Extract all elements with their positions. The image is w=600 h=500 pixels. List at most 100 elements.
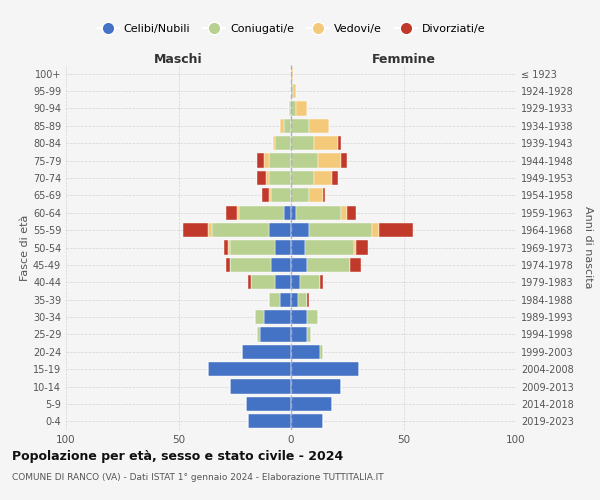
Bar	[275, 240, 291, 254]
Bar	[251, 275, 275, 289]
Bar	[273, 136, 275, 150]
Bar	[291, 118, 309, 133]
Bar	[372, 223, 379, 237]
Bar	[291, 102, 296, 116]
Bar	[291, 414, 323, 428]
Bar	[291, 310, 307, 324]
Text: Popolazione per età, sesso e stato civile - 2024: Popolazione per età, sesso e stato civil…	[12, 450, 343, 463]
Bar	[275, 275, 291, 289]
Bar	[354, 240, 356, 254]
Bar	[341, 206, 347, 220]
Bar	[291, 258, 307, 272]
Bar	[275, 136, 291, 150]
Legend: Celibi/Nubili, Coniugati/e, Vedovi/e, Divorziati/e: Celibi/Nubili, Coniugati/e, Vedovi/e, Di…	[92, 20, 490, 38]
Bar	[284, 118, 291, 133]
Bar	[183, 223, 208, 237]
Bar	[305, 240, 354, 254]
Bar	[291, 397, 331, 411]
Bar	[291, 154, 318, 168]
Bar	[291, 275, 300, 289]
Bar	[226, 258, 230, 272]
Bar	[293, 84, 296, 98]
Bar	[230, 258, 271, 272]
Bar	[255, 310, 264, 324]
Bar	[318, 154, 341, 168]
Bar	[291, 292, 298, 307]
Bar	[291, 66, 293, 81]
Bar	[226, 206, 237, 220]
Bar	[309, 188, 323, 202]
Bar	[284, 206, 291, 220]
Bar	[230, 380, 291, 394]
Bar	[291, 136, 314, 150]
Bar	[269, 171, 291, 185]
Bar	[320, 344, 323, 359]
Bar	[237, 206, 239, 220]
Bar	[291, 380, 341, 394]
Bar	[291, 362, 359, 376]
Bar	[307, 258, 349, 272]
Bar	[228, 240, 230, 254]
Bar	[331, 171, 338, 185]
Bar	[271, 258, 291, 272]
Bar	[208, 362, 291, 376]
Bar	[264, 310, 291, 324]
Text: Femmine: Femmine	[371, 53, 436, 66]
Bar	[246, 397, 291, 411]
Bar	[291, 344, 320, 359]
Bar	[309, 223, 372, 237]
Y-axis label: Fasce di età: Fasce di età	[20, 214, 30, 280]
Bar	[269, 154, 291, 168]
Bar	[262, 188, 269, 202]
Bar	[223, 240, 228, 254]
Bar	[341, 154, 347, 168]
Bar	[314, 171, 331, 185]
Bar	[230, 240, 275, 254]
Bar	[257, 154, 264, 168]
Bar	[271, 188, 291, 202]
Bar	[257, 328, 260, 342]
Bar	[296, 206, 341, 220]
Bar	[280, 292, 291, 307]
Bar	[280, 118, 284, 133]
Text: Maschi: Maschi	[154, 53, 203, 66]
Bar	[269, 188, 271, 202]
Bar	[356, 240, 367, 254]
Y-axis label: Anni di nascita: Anni di nascita	[583, 206, 593, 289]
Bar	[323, 188, 325, 202]
Bar	[291, 84, 293, 98]
Bar	[248, 414, 291, 428]
Bar	[320, 275, 323, 289]
Text: COMUNE DI RANCO (VA) - Dati ISTAT 1° gennaio 2024 - Elaborazione TUTTITALIA.IT: COMUNE DI RANCO (VA) - Dati ISTAT 1° gen…	[12, 472, 383, 482]
Bar	[298, 292, 307, 307]
Bar	[307, 310, 318, 324]
Bar	[296, 102, 307, 116]
Bar	[314, 136, 338, 150]
Bar	[307, 328, 311, 342]
Bar	[338, 136, 341, 150]
Bar	[212, 223, 269, 237]
Bar	[289, 102, 291, 116]
Bar	[291, 188, 309, 202]
Bar	[248, 275, 251, 289]
Bar	[264, 154, 269, 168]
Bar	[291, 206, 296, 220]
Bar	[239, 206, 284, 220]
Bar	[300, 275, 320, 289]
Bar	[379, 223, 413, 237]
Bar	[309, 118, 329, 133]
Bar	[208, 223, 212, 237]
Bar	[260, 328, 291, 342]
Bar	[291, 328, 307, 342]
Bar	[347, 206, 356, 220]
Bar	[269, 292, 280, 307]
Bar	[257, 171, 266, 185]
Bar	[291, 171, 314, 185]
Bar	[291, 223, 309, 237]
Bar	[307, 292, 309, 307]
Bar	[241, 344, 291, 359]
Bar	[349, 258, 361, 272]
Bar	[269, 223, 291, 237]
Bar	[291, 240, 305, 254]
Bar	[266, 171, 269, 185]
